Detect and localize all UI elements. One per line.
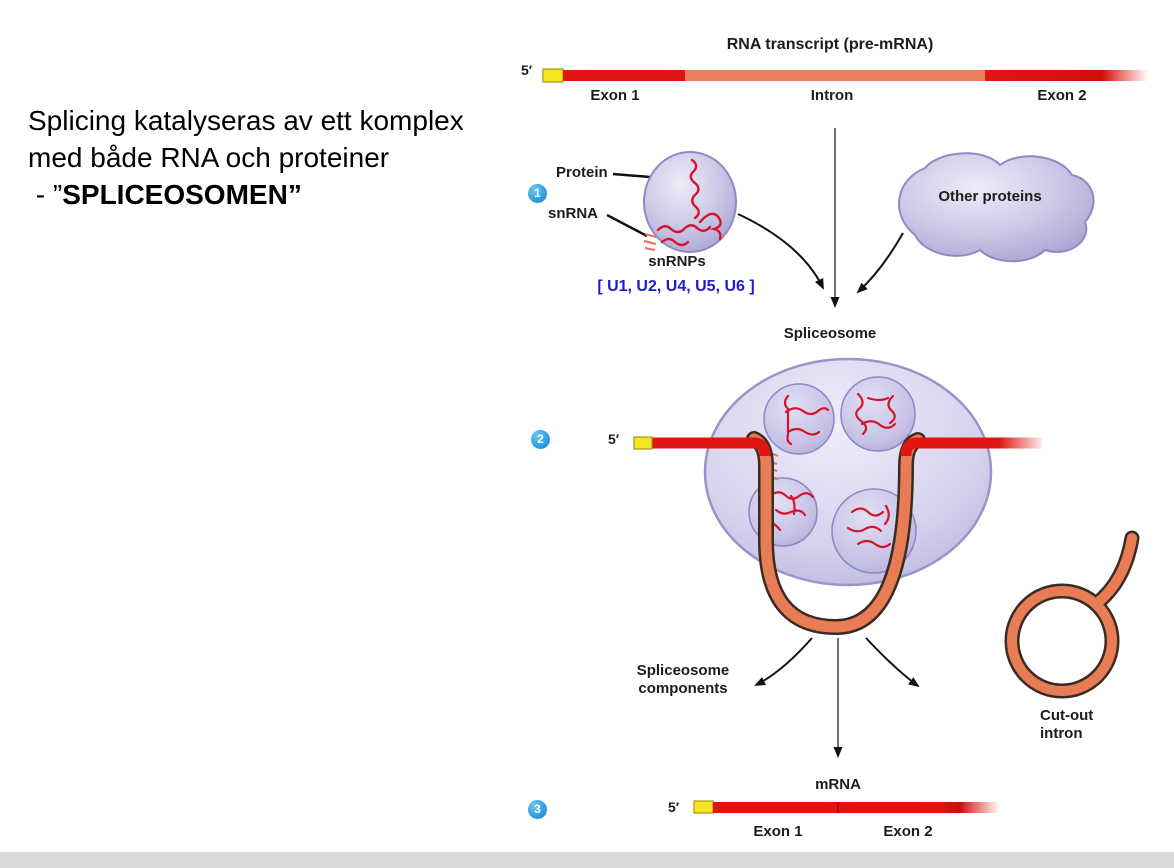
five-prime-top: 5′: [521, 62, 533, 78]
cutout-intron-label-line2: intron: [1040, 725, 1083, 742]
exon1-top-label: Exon 1: [590, 87, 640, 104]
five-prime-mid: 5′: [608, 431, 620, 447]
snrnps-label: snRNPs: [648, 253, 706, 270]
pre-mrna-bar: [542, 68, 1148, 83]
arrow-components-right: [865, 637, 920, 688]
snrna-label: snRNA: [548, 205, 599, 222]
intron-loop-strand: [633, 431, 1042, 636]
spliceosome-body: [703, 357, 993, 587]
other-proteins-blob: [898, 152, 1095, 263]
cutout-intron-label-line1: Cut-out: [1040, 707, 1094, 724]
step2-badge: 2: [531, 430, 550, 449]
slide-text-line3: - ”SPLICEOSOMEN”: [28, 179, 302, 210]
snrna-hatch: [643, 233, 657, 251]
snrnp-squiggles: [764, 392, 897, 549]
cutout-intron-lariat: [1004, 530, 1140, 699]
exon1-bottom-label: Exon 1: [753, 823, 803, 840]
exon2-bottom-label: Exon 2: [883, 823, 933, 840]
exon-junction-mark: [837, 802, 839, 813]
exon2-top-label: Exon 2: [1037, 87, 1087, 104]
slide-text-line2: med både RNA och proteiner: [28, 142, 390, 173]
diagram-title: RNA transcript (pre-mRNA): [726, 36, 934, 53]
mrna-bar: [693, 800, 1000, 814]
slide-text-line1: Splicing katalyseras av ett komplex: [28, 105, 464, 136]
spliceosomen-term: SPLICEOSOMEN: [62, 179, 288, 210]
components-label-line2: components: [638, 680, 728, 697]
step3-badge: 3: [528, 800, 547, 819]
bottom-gray-strip: [0, 852, 1174, 868]
snrna-squiggle: [656, 158, 722, 247]
snrnp-particle: [606, 151, 737, 253]
five-prime-bottom: 5′: [668, 799, 680, 815]
mrna-label: mRNA: [815, 776, 861, 793]
spliceosome-label: Spliceosome: [783, 325, 877, 342]
slide-text: Splicing katalyseras av ett komplex med …: [28, 102, 464, 213]
components-label-line1: Spliceosome: [636, 662, 730, 679]
u-snrnp-list: [ U1, U2, U4, U5, U6 ]: [597, 278, 755, 295]
arrow-components-left: [754, 637, 813, 686]
arrow-proteins-to-spliceosome: [856, 232, 904, 294]
intron-top-label: Intron: [810, 87, 854, 104]
other-proteins-label: Other proteins: [938, 188, 1042, 205]
arrow-snrnps-to-spliceosome: [737, 213, 824, 290]
protein-label: Protein: [556, 164, 608, 181]
step1-badge: 1: [528, 184, 547, 203]
